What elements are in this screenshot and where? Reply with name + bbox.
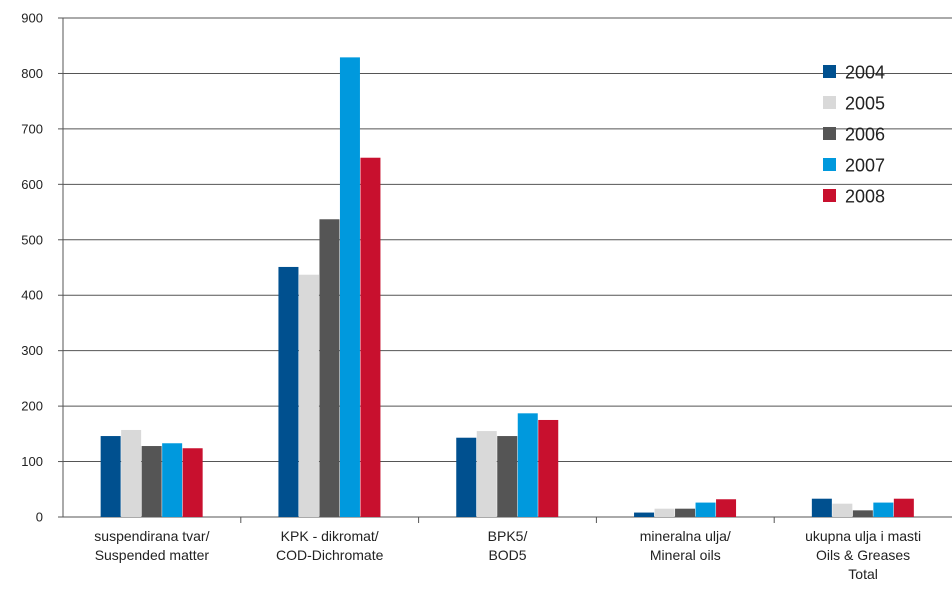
bar-2006-cat-2 [319,219,340,517]
bar-2007-cat-2 [339,57,360,518]
legend-swatch-2004 [823,65,836,78]
bar-2008-cat-3 [538,419,559,517]
bar-2006-cat-4 [675,508,696,517]
bar-2004-cat-3 [456,437,477,517]
category-label: BPK5/ [488,528,528,544]
bar-2005-cat-1 [121,429,142,517]
category-label: suspendirana tvar/ [94,528,209,544]
legend-label-2006: 2006 [845,125,885,145]
bar-2007-cat-4 [695,502,716,517]
category-label: mineralna ulja/ [640,528,731,544]
legend: 2004 2005 2006 2007 2008 [823,63,885,207]
bar-2008-cat-1 [182,448,203,517]
bars [100,57,914,518]
category-label: KPK - dikromat/ [281,528,379,544]
bar-2008-cat-2 [360,157,381,517]
y-tick-label: 0 [36,510,43,525]
legend-swatch-2006 [823,127,836,140]
bar-2005-cat-2 [298,274,319,517]
legend-label-2005: 2005 [845,94,885,114]
bar-2008-cat-5 [893,498,914,517]
bar-2006-cat-5 [852,510,873,517]
bar-2004-cat-4 [634,512,655,517]
legend-label-2007: 2007 [845,156,885,176]
bar-2004-cat-2 [278,266,299,517]
y-tick-label: 900 [21,11,43,26]
bar-2006-cat-1 [141,446,162,517]
category-label: Total [848,566,878,582]
bar-2004-cat-5 [811,498,832,517]
y-tick-label: 500 [21,232,43,247]
legend-swatch-2008 [823,189,836,202]
y-tick-label: 300 [21,343,43,358]
bar-2005-cat-5 [832,503,853,517]
category-label: Suspended matter [95,547,210,563]
bar-2005-cat-4 [654,508,675,517]
y-tick-label: 400 [21,288,43,303]
bar-2007-cat-3 [517,413,538,517]
category-label: Oils & Greases [816,547,910,563]
bar-2005-cat-3 [476,431,497,517]
y-tick-label: 700 [21,121,43,136]
bar-2006-cat-3 [497,436,518,517]
y-tick-label: 600 [21,177,43,192]
category-label: Mineral oils [650,547,721,563]
category-label: COD-Dichromate [276,547,384,563]
gridlines [63,17,952,463]
legend-swatch-2007 [823,158,836,171]
category-label: BOD5 [488,547,526,563]
legend-label-2008: 2008 [845,187,885,207]
bar-2004-cat-1 [100,436,121,517]
y-tick-label: 100 [21,454,43,469]
category-label: ukupna ulja i masti [805,528,921,544]
legend-swatch-2005 [823,96,836,109]
legend-label-2004: 2004 [845,63,885,83]
bar-2007-cat-5 [873,502,894,517]
bar-2007-cat-1 [162,443,183,517]
y-tick-label: 200 [21,399,43,414]
axis-labels: 0 100 200 300 400 500 600 700 800 900 suspendirana… [21,11,921,583]
y-tick-label: 800 [21,66,43,81]
bar-2008-cat-4 [716,499,737,517]
